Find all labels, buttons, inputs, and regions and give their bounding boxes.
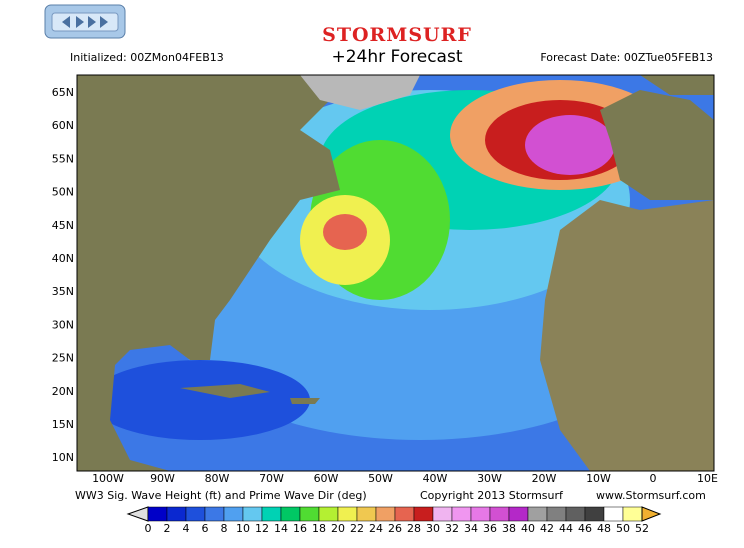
colorbar-label: 2 — [164, 522, 171, 535]
colorbar-label: 30 — [426, 522, 440, 535]
colorbar-label: 10 — [236, 522, 250, 535]
colorbar-swatch — [166, 506, 187, 522]
colorbar-label: 52 — [635, 522, 649, 535]
colorbar-swatch — [299, 506, 320, 522]
colorbar-swatch — [603, 506, 624, 522]
colorbar-swatch — [622, 506, 643, 522]
colorbar-label: 24 — [369, 522, 383, 535]
lat-label: 40N — [52, 252, 74, 265]
colorbar-swatch — [432, 506, 453, 522]
lon-label: 0 — [650, 472, 657, 485]
lat-label: 15N — [52, 418, 74, 431]
colorbar-swatch — [413, 506, 434, 522]
colorbar-label: 50 — [616, 522, 630, 535]
colorbar-swatch — [375, 506, 396, 522]
colorbar-swatch — [527, 506, 548, 522]
lat-label: 10N — [52, 451, 74, 464]
lon-label: 90W — [150, 472, 175, 485]
lat-label: 45N — [52, 219, 74, 232]
initialized: Initialized: 00ZMon04FEB13 — [70, 51, 224, 64]
logo: STORMSURF — [322, 24, 472, 46]
colorbar-label: 46 — [578, 522, 592, 535]
lon-label: 30W — [477, 472, 502, 485]
colorbar-swatch — [546, 506, 567, 522]
colorbar-label: 14 — [274, 522, 288, 535]
colorbar-label: 16 — [293, 522, 307, 535]
lon-label: 40W — [423, 472, 448, 485]
colorbar-swatch — [223, 506, 244, 522]
colorbar-label: 0 — [145, 522, 152, 535]
nav-buttons[interactable] — [44, 4, 126, 39]
colorbar-label: 34 — [464, 522, 478, 535]
lat-label: 60N — [52, 119, 74, 132]
colorbar-low-arrow — [126, 506, 149, 522]
colorbar-label: 22 — [350, 522, 364, 535]
colorbar-swatch — [565, 506, 586, 522]
colorbar-swatch — [147, 506, 168, 522]
colorbar-swatch — [337, 506, 358, 522]
colorbar-label: 44 — [559, 522, 573, 535]
colorbar-swatch — [242, 506, 263, 522]
colorbar-swatch — [356, 506, 377, 522]
lat-label: 50N — [52, 186, 74, 199]
colorbar-label: 40 — [521, 522, 535, 535]
colorbar-label: 4 — [183, 522, 190, 535]
lon-label: 50W — [368, 472, 393, 485]
lat-label: 30N — [52, 318, 74, 331]
colorbar-swatch — [584, 506, 605, 522]
lon-label: 10E — [697, 472, 718, 485]
colorbar-swatch — [204, 506, 225, 522]
colorbar-high-arrow — [641, 506, 662, 522]
colorbar-label: 12 — [255, 522, 269, 535]
colorbar-swatch — [280, 506, 301, 522]
colorbar-label: 18 — [312, 522, 326, 535]
colorbar-label: 42 — [540, 522, 554, 535]
lat-label: 20N — [52, 385, 74, 398]
lat-label: 55N — [52, 152, 74, 165]
colorbar-label: 6 — [202, 522, 209, 535]
colorbar-label: 8 — [221, 522, 228, 535]
description: WW3 Sig. Wave Height (ft) and Prime Wave… — [75, 489, 367, 502]
colorbar-swatch — [394, 506, 415, 522]
colorbar-swatch — [470, 506, 491, 522]
lon-label: 70W — [259, 472, 284, 485]
lon-label: 60W — [314, 472, 339, 485]
colorbar-swatch — [451, 506, 472, 522]
lat-label: 65N — [52, 86, 74, 99]
colorbar-swatch — [318, 506, 339, 522]
lon-label: 10W — [586, 472, 611, 485]
lon-label: 100W — [92, 472, 124, 485]
colorbar-swatch — [185, 506, 206, 522]
colorbar-label: 38 — [502, 522, 516, 535]
lat-label: 25N — [52, 352, 74, 365]
colorbar-label: 26 — [388, 522, 402, 535]
forecast-date: Forecast Date: 00ZTue05FEB13 — [540, 51, 713, 64]
colorbar-label: 32 — [445, 522, 459, 535]
lon-label: 20W — [532, 472, 557, 485]
copyright: Copyright 2013 Stormsurf — [420, 489, 564, 502]
colorbar-label: 36 — [483, 522, 497, 535]
footer: WW3 Sig. Wave Height (ft) and Prime Wave… — [75, 489, 706, 502]
website[interactable]: www.Stormsurf.com — [596, 489, 706, 502]
lat-label: 35N — [52, 285, 74, 298]
colorbar-swatch — [489, 506, 510, 522]
forecast-title: +24hr Forecast — [332, 47, 463, 67]
colorbar-swatch — [508, 506, 529, 522]
lon-label: 80W — [205, 472, 230, 485]
map — [76, 74, 715, 472]
colorbar-label: 28 — [407, 522, 421, 535]
colorbar-label: 48 — [597, 522, 611, 535]
colorbar-swatch — [261, 506, 282, 522]
colorbar-label: 20 — [331, 522, 345, 535]
